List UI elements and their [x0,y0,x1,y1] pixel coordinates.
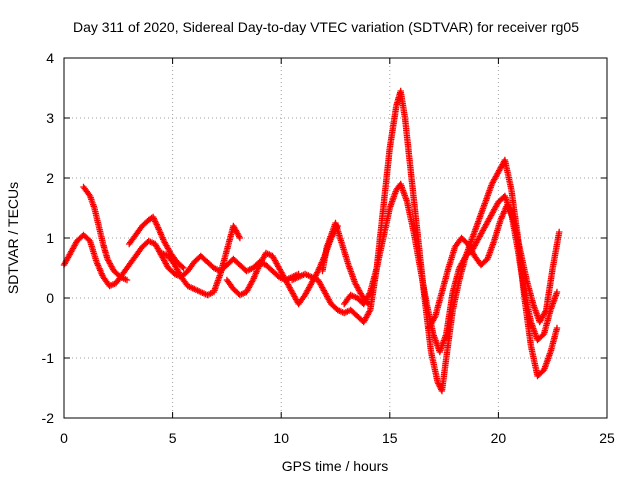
y-axis-label: SDTVAR / TECUs [5,182,21,294]
y-tick-label: 2 [46,170,54,186]
chart-title: Day 311 of 2020, Sidereal Day-to-day VTE… [73,19,579,35]
data-points [60,87,563,395]
x-axis-label: GPS time / hours [282,458,389,474]
x-tick-label: 0 [60,430,68,446]
plot-frame [63,57,608,419]
x-tick-label: 5 [169,430,177,446]
series-markers [158,222,244,299]
series-points [80,183,131,284]
y-tick-label: 4 [46,50,54,66]
series-markers [126,213,187,272]
grid-lines [64,58,607,418]
series-points [126,213,187,272]
x-tick-label: 20 [491,430,507,446]
x-tick-label: 10 [273,430,289,446]
y-tick-label: -1 [42,350,55,366]
y-tick-label: -2 [42,410,55,426]
series-points [319,219,372,308]
series-markers [425,201,563,332]
series-markers [319,219,372,308]
y-tick-label: 0 [46,290,54,306]
series-markers [80,183,131,284]
series-points [158,222,244,299]
x-tick-label: 15 [382,430,398,446]
x-tick-label: 25 [599,430,615,446]
series-points [425,201,563,332]
y-tick-label: 1 [46,230,54,246]
y-tick-label: 3 [46,110,54,126]
